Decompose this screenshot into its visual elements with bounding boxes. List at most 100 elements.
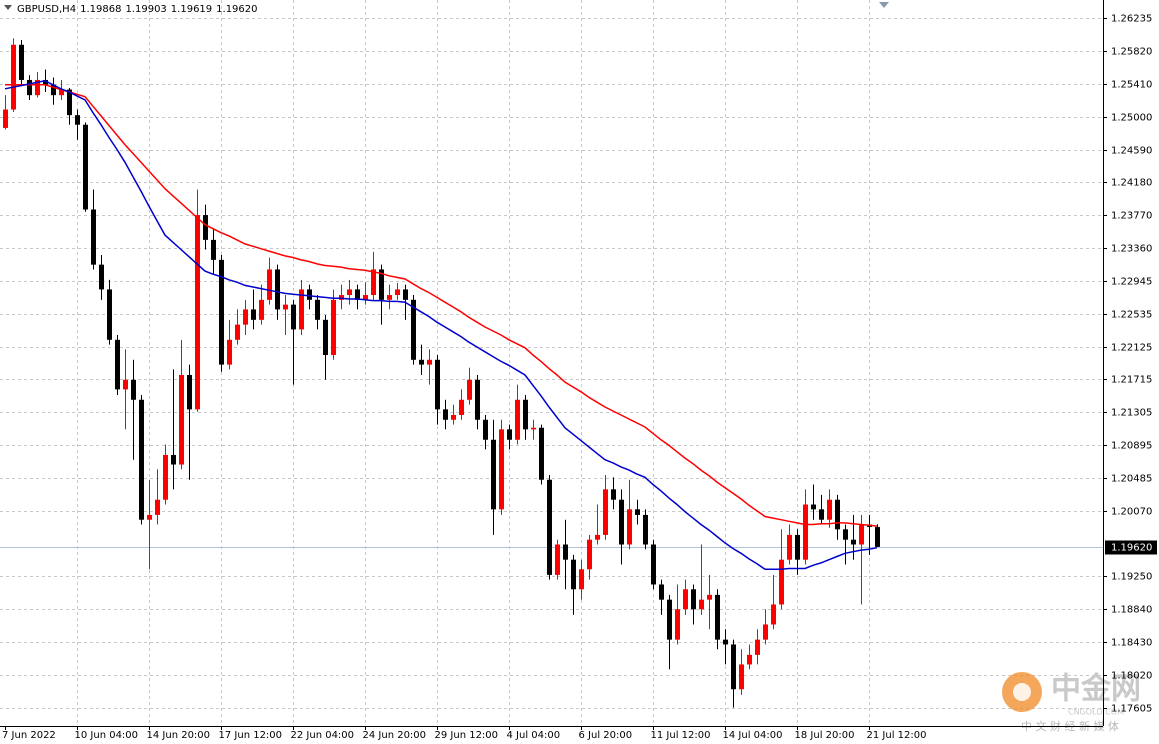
candle-body [307, 289, 312, 300]
candle-body [651, 544, 656, 585]
candle-body [67, 89, 72, 116]
x-tick-label: 14 Jul 04:00 [723, 730, 783, 741]
candle-body [819, 509, 824, 520]
candle-body [99, 264, 104, 290]
candle-body [403, 289, 408, 300]
y-tick-label: 1.18840 [1111, 605, 1152, 616]
y-tick-label: 1.26235 [1111, 14, 1152, 25]
ohlc-low: 1.19619 [171, 4, 212, 15]
candle-body [627, 509, 632, 545]
candle-body [323, 319, 328, 356]
candle-body [499, 429, 504, 510]
candle-body [371, 269, 376, 296]
candle-body [379, 269, 384, 300]
ohlc-high: 1.19903 [125, 4, 166, 15]
candle-body [595, 534, 600, 540]
candle-body [27, 79, 32, 96]
marks [3, 38, 880, 708]
candle-body [435, 359, 440, 410]
candle-body [203, 215, 208, 240]
candle-body [267, 269, 272, 300]
ohlc-open: 1.19868 [80, 4, 121, 15]
chart-header: GBPUSD,H4 1.19868 1.19903 1.19619 1.19620 [17, 4, 258, 15]
candle-body [587, 539, 592, 570]
x-tick-label: 29 Jun 12:00 [435, 730, 499, 741]
candle-body [483, 419, 488, 440]
candle-body [251, 309, 256, 320]
candle-body [43, 79, 48, 85]
candle-body [259, 299, 264, 320]
moving-average-line [5, 84, 878, 527]
candle-body [779, 559, 784, 605]
candle-body [235, 324, 240, 340]
x-tick-label: 10 Jun 04:00 [75, 730, 139, 741]
candle-body [131, 379, 136, 400]
y-tick-label: 1.22945 [1111, 277, 1152, 288]
candle-body [83, 124, 88, 210]
candle-body [187, 374, 192, 410]
candle-body [275, 269, 280, 310]
candle-body [611, 489, 616, 500]
y-tick-label: 1.22125 [1111, 343, 1152, 354]
candle-body [699, 599, 704, 610]
candle-body [195, 215, 200, 410]
x-tick-label: 14 Jun 20:00 [147, 730, 211, 741]
y-tick-label: 1.25820 [1111, 47, 1152, 58]
candle-body [555, 544, 560, 575]
candle-body [787, 534, 792, 560]
candle-body [51, 84, 56, 96]
candle-body [475, 379, 480, 420]
candle-body [91, 209, 96, 265]
candle-body [147, 514, 152, 520]
candle-body [739, 664, 744, 690]
watermark: 中金网 CNGOLD.COM 中 文 财 经 新 媒 体 [1002, 672, 1141, 733]
candle-body [547, 479, 552, 575]
y-tick-label: 1.18430 [1111, 638, 1152, 649]
candle-body [467, 379, 472, 400]
candle-body [171, 454, 176, 465]
candle-body [683, 589, 688, 610]
y-tick-label: 1.20070 [1111, 507, 1152, 518]
candle-body [11, 44, 16, 110]
candle-body [19, 44, 24, 80]
candle-body [291, 304, 296, 330]
x-tick-label: 4 Jul 04:00 [507, 730, 561, 741]
candle-body [451, 414, 456, 420]
candle-body [731, 644, 736, 690]
candle-body [523, 399, 528, 430]
candle-body [515, 399, 520, 440]
candle-body [675, 609, 680, 640]
candle-body [283, 304, 288, 310]
candle-body [155, 499, 160, 515]
y-tick-label: 1.21715 [1111, 375, 1152, 386]
candle-body [491, 439, 496, 510]
candle-body [315, 299, 320, 320]
candle-body [179, 374, 184, 465]
candle-body [35, 79, 40, 96]
current-price-box [1105, 540, 1157, 555]
candle-body [563, 544, 568, 560]
candle-body [339, 295, 344, 300]
candle-body [363, 295, 368, 300]
candle-body [243, 309, 248, 325]
candle-body [459, 399, 464, 415]
candle-body [795, 534, 800, 560]
ohlc-close: 1.19620 [216, 4, 257, 15]
x-tick-label: 11 Jul 12:00 [651, 730, 711, 741]
candle-body [659, 584, 664, 600]
symbol-menu-icon[interactable] [4, 5, 12, 10]
candle-body [723, 639, 728, 645]
candle-body [395, 289, 400, 296]
y-tick-label: 1.18020 [1111, 671, 1152, 682]
x-tick-label: 17 Jun 12:00 [219, 730, 283, 741]
chart-shift-marker[interactable] [879, 2, 889, 8]
y-tick-label: 1.24180 [1111, 178, 1152, 189]
candle-body [747, 654, 752, 665]
candle-body [851, 539, 856, 545]
candle-body [107, 289, 112, 340]
y-tick-label: 1.23770 [1111, 211, 1152, 222]
candle-body [163, 454, 168, 500]
candle-body [635, 509, 640, 515]
candle-body [603, 489, 608, 535]
y-tick-label: 1.21305 [1111, 408, 1152, 419]
